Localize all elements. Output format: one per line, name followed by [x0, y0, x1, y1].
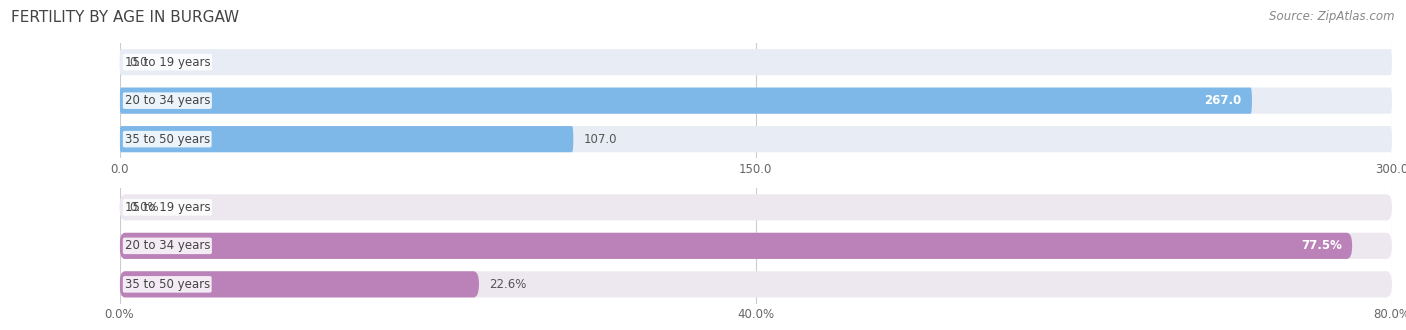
Text: 0.0%: 0.0% — [129, 201, 159, 214]
Text: 0.0: 0.0 — [129, 56, 148, 69]
FancyBboxPatch shape — [120, 87, 1251, 114]
Text: 107.0: 107.0 — [583, 133, 617, 146]
Text: 35 to 50 years: 35 to 50 years — [125, 133, 209, 146]
Text: 267.0: 267.0 — [1205, 94, 1241, 107]
Text: Source: ZipAtlas.com: Source: ZipAtlas.com — [1270, 10, 1395, 23]
FancyBboxPatch shape — [120, 126, 574, 152]
FancyBboxPatch shape — [120, 194, 1392, 220]
FancyBboxPatch shape — [120, 126, 1392, 152]
FancyBboxPatch shape — [120, 87, 1392, 114]
FancyBboxPatch shape — [120, 233, 1353, 259]
FancyBboxPatch shape — [120, 271, 479, 297]
FancyBboxPatch shape — [120, 271, 1392, 297]
Text: 77.5%: 77.5% — [1301, 239, 1341, 252]
Text: 35 to 50 years: 35 to 50 years — [125, 278, 209, 291]
FancyBboxPatch shape — [120, 233, 1392, 259]
Text: 15 to 19 years: 15 to 19 years — [125, 56, 211, 69]
Text: 20 to 34 years: 20 to 34 years — [125, 239, 209, 252]
Text: 15 to 19 years: 15 to 19 years — [125, 201, 211, 214]
FancyBboxPatch shape — [120, 49, 1392, 75]
Text: 20 to 34 years: 20 to 34 years — [125, 94, 209, 107]
Text: FERTILITY BY AGE IN BURGAW: FERTILITY BY AGE IN BURGAW — [11, 10, 239, 25]
Text: 22.6%: 22.6% — [489, 278, 526, 291]
